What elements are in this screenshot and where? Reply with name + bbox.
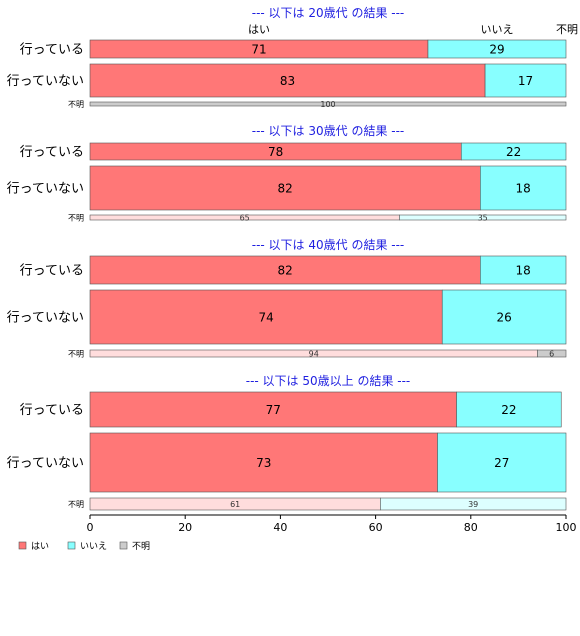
x-tick-label: 40 (273, 521, 287, 534)
data-label: 26 (496, 311, 511, 325)
header-label: 不明 (556, 23, 578, 36)
data-label: 100 (320, 100, 335, 109)
bar-segment (380, 497, 567, 511)
data-label: 73 (256, 456, 271, 470)
data-label: 17 (518, 74, 533, 88)
x-tick-label: 80 (464, 521, 478, 534)
bar-segment (480, 255, 567, 285)
data-label: 94 (309, 350, 319, 359)
bar-segment (460, 142, 567, 161)
data-label: 22 (506, 145, 521, 159)
category-label: 行っている (20, 145, 84, 160)
category-label: 行っている (20, 43, 84, 58)
bar-segment (484, 63, 567, 98)
category-label: 行っている (20, 264, 84, 279)
bar-segment (89, 289, 443, 345)
bar-segment (89, 101, 567, 107)
bar-segment (427, 39, 567, 59)
data-label: 6 (549, 350, 554, 359)
data-label: 29 (489, 43, 504, 57)
bar-segment (89, 63, 486, 98)
bar-segment (456, 391, 562, 428)
legend-label: 不明 (132, 541, 150, 552)
category-label: 不明 (68, 214, 84, 223)
legend-swatch (119, 541, 128, 550)
data-label: 35 (478, 214, 488, 223)
legend-label: いいえ (80, 541, 107, 552)
section-title: --- 以下は 40歳代 の結果 --- (252, 238, 405, 252)
data-label: 71 (251, 43, 266, 57)
category-label: 行っていない (7, 311, 84, 326)
category-label: 行っていない (7, 182, 84, 197)
category-label: 不明 (68, 100, 84, 109)
bar-segment (89, 391, 457, 428)
bar-segment (89, 432, 438, 493)
data-label: 61 (230, 500, 240, 509)
data-label: 22 (501, 403, 516, 417)
data-label: 82 (278, 264, 293, 278)
x-tick-label: 20 (178, 521, 192, 534)
data-label: 27 (494, 456, 509, 470)
data-label: 39 (468, 500, 478, 509)
bar-segment (437, 432, 567, 493)
section-title: --- 以下は 50歳以上 の結果 --- (246, 374, 411, 388)
legend-swatch (18, 541, 27, 550)
category-label: 行っていない (7, 456, 84, 471)
category-label: 不明 (68, 500, 84, 509)
data-label: 82 (278, 182, 293, 196)
header-label: いいえ (480, 23, 513, 36)
legend-swatch (67, 541, 76, 550)
x-tick-label: 100 (556, 521, 577, 534)
bar-segment (399, 214, 567, 221)
section-title: --- 以下は 20歳代 の結果 --- (252, 6, 405, 20)
x-tick-label: 0 (87, 521, 94, 534)
data-label: 83 (280, 74, 295, 88)
section-title: --- 以下は 30歳代 の結果 --- (252, 124, 405, 138)
x-tick-label: 60 (369, 521, 383, 534)
bar-segment (537, 349, 567, 358)
category-label: 行っている (20, 403, 84, 418)
data-label: 65 (240, 214, 250, 223)
data-label: 18 (516, 264, 531, 278)
legend-label: はい (31, 541, 49, 552)
bar-segment (441, 289, 567, 345)
data-label: 74 (258, 311, 273, 325)
bar-segment (480, 165, 567, 211)
data-label: 18 (516, 182, 531, 196)
category-label: 行っていない (7, 74, 84, 89)
category-label: 不明 (68, 350, 84, 359)
data-label: 77 (266, 403, 281, 417)
bar-segment (89, 165, 481, 211)
header-label: はい (248, 23, 270, 36)
data-label: 78 (268, 145, 283, 159)
